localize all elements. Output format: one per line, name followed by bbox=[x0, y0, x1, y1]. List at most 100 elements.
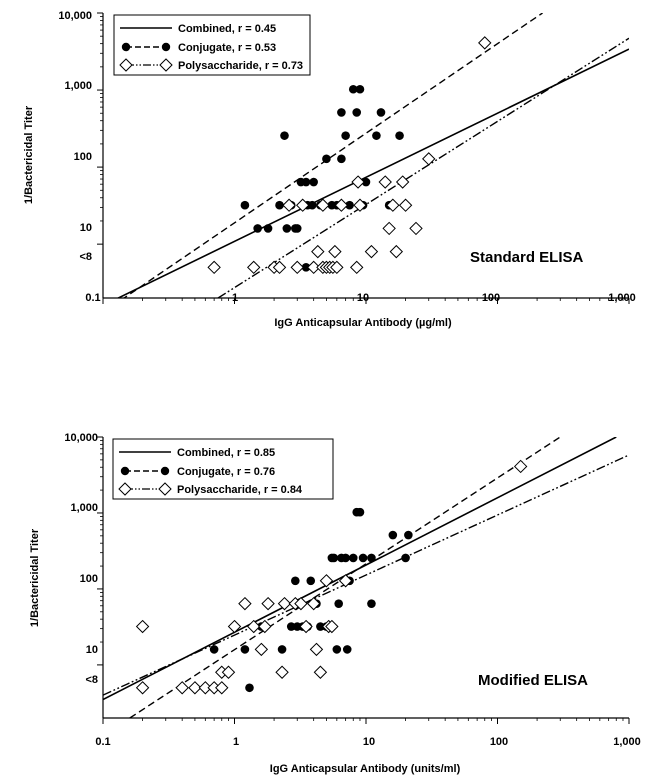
bottom-polysaccharide-point bbox=[325, 619, 339, 634]
top-polysaccharide-point bbox=[282, 198, 296, 212]
bottom-y-tick-label: 10 bbox=[86, 644, 98, 656]
top-y-tick-label: <8 bbox=[79, 251, 92, 263]
top-conjugate-point bbox=[341, 131, 350, 140]
legend-marker-filled-circle bbox=[120, 466, 130, 476]
bottom-polysaccharide-point bbox=[188, 681, 202, 695]
top-polysaccharide-point bbox=[330, 260, 344, 275]
bottom-polysaccharide-point bbox=[135, 681, 150, 695]
bottom-conjugate-point bbox=[277, 645, 287, 654]
bottom-conjugate-point bbox=[341, 553, 350, 563]
top-conjugate-point bbox=[376, 108, 386, 117]
top-conjugate-point bbox=[337, 108, 346, 117]
top-polysaccharide-point bbox=[295, 198, 310, 212]
bottom-conjugate-point bbox=[342, 645, 352, 654]
top-x-tick-label: 1,000 bbox=[608, 292, 636, 304]
bottom-polysaccharide-point bbox=[258, 619, 272, 634]
top-y-tick-label: 10,000 bbox=[58, 10, 92, 22]
top-polysaccharide-point bbox=[478, 36, 492, 50]
top-polysaccharide-point bbox=[272, 260, 287, 275]
bottom-y-axis-title: 1/Bactericidal Titer bbox=[29, 528, 41, 627]
bottom-conjugate-point bbox=[316, 622, 325, 631]
bottom-conjugate-point bbox=[306, 576, 316, 586]
bottom-x-tick-label: 10 bbox=[363, 736, 375, 748]
bottom-polysaccharide-point bbox=[175, 681, 189, 695]
top-conjugate-point bbox=[253, 224, 262, 233]
bottom-y-tick-label: <8 bbox=[85, 674, 98, 686]
legend-marker-open-diamond bbox=[159, 58, 173, 72]
top-conjugate-point bbox=[345, 200, 354, 210]
legend-label: Polysaccharide, r = 0.84 bbox=[177, 484, 303, 496]
standard-elisa-panel: 0.1 1 10 100 1,000 <8 10 100 1,000 10,00… bbox=[23, 10, 636, 329]
bottom-polysaccharide-point bbox=[135, 619, 150, 634]
top-conjugate-point bbox=[372, 131, 381, 140]
legend-marker-open-diamond bbox=[118, 482, 132, 496]
bottom-fit-line-solid bbox=[103, 437, 617, 701]
bottom-panel-annotation: Modified ELISA bbox=[478, 672, 588, 689]
top-fit-line-solid bbox=[116, 48, 629, 298]
top-polysaccharide-point bbox=[353, 198, 367, 212]
bottom-polysaccharide-point bbox=[306, 596, 321, 611]
legend-marker-open-diamond bbox=[119, 58, 133, 72]
bottom-conjugate-point bbox=[245, 683, 254, 693]
top-polysaccharide-point bbox=[395, 175, 410, 189]
top-polysaccharide-point bbox=[334, 198, 349, 212]
top-polysaccharide-point bbox=[409, 221, 423, 236]
bottom-conjugate-point bbox=[348, 553, 358, 563]
bottom-polysaccharide-point bbox=[277, 596, 292, 611]
bottom-y-tick-label: 10,000 bbox=[64, 432, 98, 444]
bottom-conjugate-point bbox=[404, 530, 413, 540]
top-polysaccharide-point bbox=[364, 244, 379, 259]
bottom-polysaccharide-point bbox=[275, 665, 289, 679]
legend-label: Polysaccharide, r = 0.73 bbox=[178, 60, 303, 72]
modified-elisa-panel: 0.1 1 10 100 1,000 <8 10 100 1,000 10,00… bbox=[29, 432, 641, 775]
top-conjugate-point bbox=[263, 224, 273, 233]
bottom-polysaccharide-point bbox=[338, 574, 353, 588]
top-polysaccharide-point bbox=[382, 221, 396, 236]
bottom-conjugate-point bbox=[291, 576, 300, 586]
top-legend: Combined, r = 0.45 Conjugate, r = 0.53 P… bbox=[113, 14, 311, 76]
top-tick-labels: 0.1 1 10 100 1,000 <8 10 100 1,000 10,00… bbox=[58, 10, 635, 304]
bottom-polysaccharide-point bbox=[221, 665, 236, 679]
top-conjugate-point bbox=[309, 177, 318, 187]
top-polysaccharide-point bbox=[350, 260, 364, 275]
bottom-x-tick-label: 1 bbox=[233, 736, 239, 748]
bottom-conjugate-point bbox=[367, 553, 376, 563]
top-polysaccharide-point bbox=[306, 260, 321, 275]
bottom-conjugate-point bbox=[329, 553, 339, 563]
top-panel-annotation: Standard ELISA bbox=[470, 249, 584, 266]
bottom-polysaccharide-point bbox=[319, 574, 334, 588]
top-x-axis-title: IgG Anticapsular Antibody (µg/ml) bbox=[274, 317, 452, 329]
top-y-axis-title: 1/Bactericidal Titer bbox=[23, 105, 35, 204]
bottom-polysaccharide-point bbox=[261, 596, 275, 611]
bottom-fit-line-dash-dot-dot bbox=[103, 454, 629, 696]
bottom-conjugate-point bbox=[355, 507, 365, 517]
bottom-polysaccharide-point bbox=[198, 681, 213, 695]
bottom-conjugate-point bbox=[334, 599, 343, 608]
top-polysaccharide-point bbox=[386, 198, 400, 212]
bottom-conjugate-point bbox=[286, 622, 296, 631]
top-conjugate-point bbox=[240, 200, 250, 210]
top-polysaccharide-point bbox=[311, 244, 325, 259]
top-polysaccharide-point bbox=[207, 260, 221, 275]
bottom-y-tick-label: 1,000 bbox=[70, 502, 98, 514]
top-conjugate-point bbox=[301, 263, 311, 272]
top-conjugate-point bbox=[337, 154, 346, 164]
top-polysaccharide-point bbox=[247, 260, 261, 275]
bottom-conjugate-point bbox=[332, 645, 342, 654]
legend-label: Conjugate, r = 0.76 bbox=[177, 466, 275, 478]
bottom-conjugate-point bbox=[388, 530, 398, 540]
bottom-conjugate-point bbox=[209, 645, 219, 654]
top-polysaccharide-point bbox=[398, 198, 413, 212]
top-x-tick-label: 10 bbox=[357, 292, 369, 304]
top-conjugate-point bbox=[352, 108, 362, 117]
bottom-conjugate-point bbox=[358, 553, 368, 563]
bottom-tick-labels: 0.1 1 10 100 1,000 <8 10 100 1,000 10,00… bbox=[64, 432, 640, 748]
bottom-conjugate-point bbox=[240, 645, 250, 654]
bottom-polysaccharide-point bbox=[215, 681, 229, 695]
bottom-x-tick-label: 0.1 bbox=[95, 736, 110, 748]
legend-label: Conjugate, r = 0.53 bbox=[178, 42, 276, 54]
top-x-tick-label: 100 bbox=[482, 292, 500, 304]
top-x-tick-label: 1 bbox=[232, 292, 238, 304]
top-conjugate-point bbox=[275, 200, 284, 210]
